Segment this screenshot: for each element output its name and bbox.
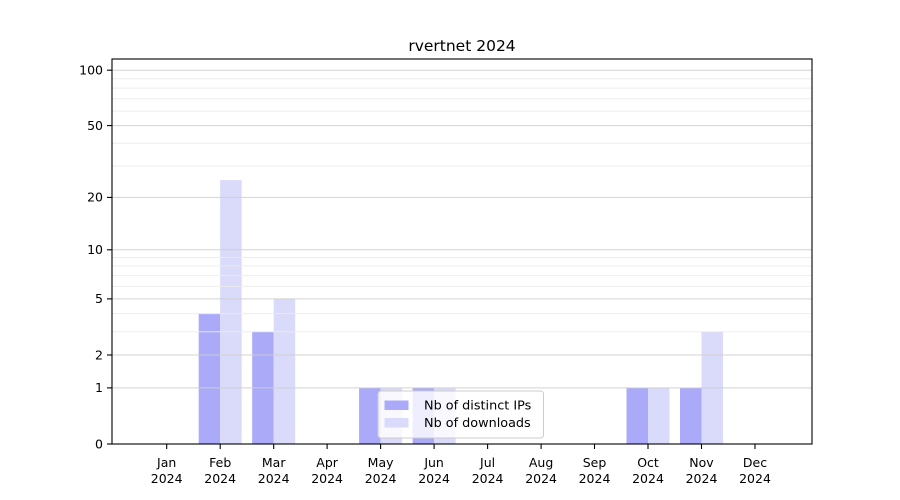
bar-may-series0 [359, 387, 381, 444]
x-tick-label-sep: Sep [583, 455, 607, 470]
x-tick-year-apr: 2024 [311, 471, 343, 486]
y-tick-label-100: 100 [79, 63, 103, 78]
y-tick-label-2: 2 [95, 347, 103, 362]
legend-label-1: Nb of downloads [424, 416, 531, 431]
chart-title: rvertnet 2024 [408, 37, 515, 55]
x-tick-year-jun: 2024 [418, 471, 450, 486]
x-tick-year-feb: 2024 [204, 471, 236, 486]
x-tick-year-may: 2024 [365, 471, 397, 486]
bar-feb-series0 [198, 313, 221, 444]
bar-nov-series0 [680, 387, 702, 444]
x-tick-year-sep: 2024 [579, 471, 611, 486]
x-tick-label-oct: Oct [637, 455, 659, 470]
bar-feb-series1 [220, 180, 242, 444]
x-tick-label-jul: Jul [479, 455, 495, 470]
x-tick-year-mar: 2024 [258, 471, 290, 486]
x-tick-year-aug: 2024 [525, 471, 557, 486]
y-tick-label-5: 5 [95, 291, 103, 306]
y-tick-label-20: 20 [87, 190, 103, 205]
bar-mar-series1 [273, 298, 296, 444]
bar-oct-series1 [648, 387, 670, 444]
x-tick-label-jan: Jan [156, 455, 176, 470]
legend-box [377, 390, 544, 439]
x-tick-label-feb: Feb [209, 455, 231, 470]
x-tick-label-nov: Nov [689, 455, 714, 470]
legend-swatch-0 [384, 400, 409, 410]
x-tick-year-dec: 2024 [739, 471, 771, 486]
y-tick-label-0: 0 [95, 436, 103, 451]
legend-swatch-1 [384, 418, 409, 428]
axes-layer [107, 58, 813, 449]
x-tick-label-may: May [368, 455, 394, 470]
y-tick-label-50: 50 [87, 118, 103, 133]
grid-layer [112, 69, 812, 389]
plot-border [111, 58, 813, 445]
y-tick-label-1: 1 [95, 380, 103, 395]
y-tick-label-10: 10 [87, 242, 103, 257]
x-tick-label-apr: Apr [316, 455, 338, 470]
x-tick-year-oct: 2024 [632, 471, 664, 486]
labels-layer: 0125102050100Jan2024Feb2024Mar2024Apr202… [79, 63, 771, 487]
x-tick-label-mar: Mar [262, 455, 286, 470]
x-tick-label-aug: Aug [529, 455, 553, 470]
legend-label-0: Nb of distinct IPs [424, 399, 532, 414]
x-tick-year-jul: 2024 [472, 471, 504, 486]
x-tick-year-nov: 2024 [686, 471, 718, 486]
bar-oct-series0 [626, 387, 648, 444]
x-tick-label-jun: Jun [423, 455, 444, 470]
x-tick-label-dec: Dec [743, 455, 767, 470]
legend: Nb of distinct IPs Nb of downloads [377, 390, 544, 439]
x-tick-year-jan: 2024 [151, 471, 183, 486]
